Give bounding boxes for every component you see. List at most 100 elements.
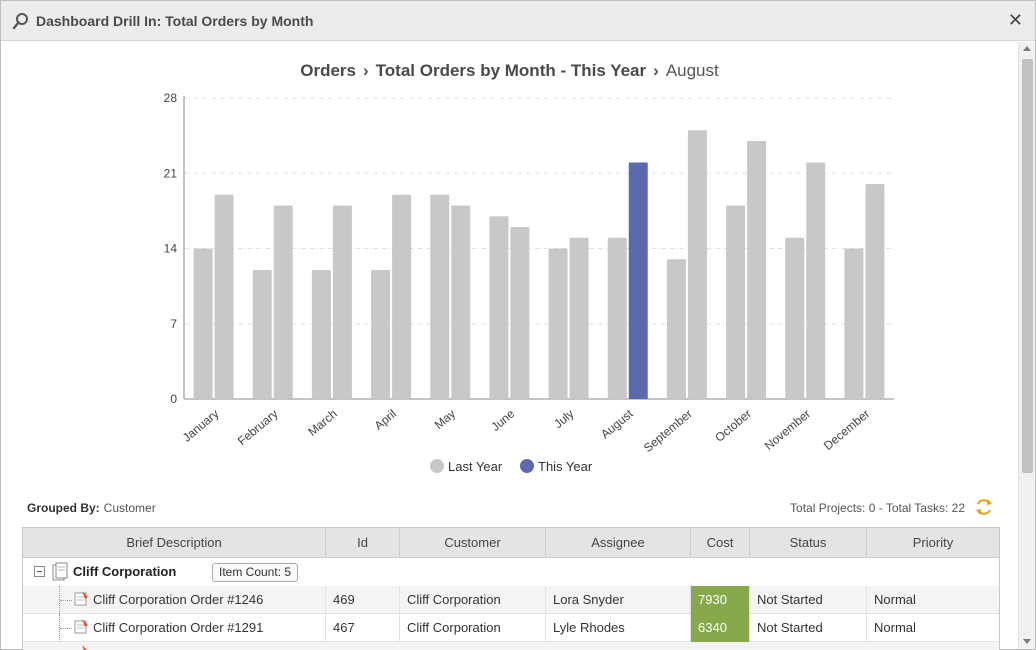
bar-july-last-year[interactable] — [548, 248, 568, 400]
legend-marker — [520, 459, 534, 473]
bar-june-last-year[interactable] — [489, 216, 509, 399]
scroll-up-icon[interactable] — [1023, 46, 1031, 51]
cell-cost: 6340 — [691, 614, 750, 642]
cell-description: Cliff Corporation Order #1246 — [23, 586, 326, 614]
bar-may-last-year[interactable] — [430, 194, 450, 399]
close-icon[interactable]: ✕ — [1007, 10, 1023, 30]
x-tick-label: February — [235, 407, 281, 449]
orders-bar-chart: 0 7 14 21 28 January February March April May June… — [164, 91, 894, 474]
tree-line — [59, 586, 60, 614]
bar-october-last-year[interactable] — [726, 205, 746, 400]
cell-id: 467 — [326, 614, 400, 642]
bar-march-last-year[interactable] — [311, 270, 331, 399]
tree-line — [60, 600, 72, 601]
bar-december-last-year[interactable] — [844, 248, 864, 400]
bar-may-this-year[interactable] — [451, 205, 471, 400]
scroll-thumb[interactable] — [1022, 59, 1033, 473]
legend-label[interactable]: This Year — [538, 459, 593, 474]
bar-april-this-year[interactable] — [392, 194, 412, 399]
column-header-cost[interactable]: Cost — [691, 528, 750, 558]
dialog-title: Dashboard Drill In: Total Orders by Mont… — [36, 13, 314, 29]
legend-label[interactable]: Last Year — [448, 459, 503, 474]
table-row[interactable]: Cliff Corporation Order #1291 467 Cliff … — [23, 614, 999, 642]
grouped-by: Grouped By: Customer — [27, 501, 156, 515]
tree-line — [59, 614, 60, 642]
cell-id: 469 — [326, 586, 400, 614]
table-row[interactable]: Cliff Corporation Order #1246 469 Cliff … — [23, 586, 999, 614]
bar-june-this-year[interactable] — [510, 227, 530, 399]
item-count-value: 5 — [284, 565, 292, 579]
task-icon — [74, 619, 88, 634]
search-icon — [12, 13, 28, 30]
task-icon — [74, 591, 88, 606]
legend-marker — [430, 459, 444, 473]
document-group-icon — [52, 562, 68, 581]
x-tick-label: May — [432, 407, 458, 432]
x-tick-label: October — [712, 407, 754, 445]
cell-cost: 7930 — [691, 586, 750, 614]
column-header-status[interactable]: Status — [750, 528, 867, 558]
breadcrumb-orders[interactable]: Orders — [300, 61, 356, 80]
title-bar: Dashboard Drill In: Total Orders by Mont… — [1, 1, 1035, 41]
y-tick-label: 28 — [164, 91, 178, 105]
scroll-down-icon[interactable] — [1023, 639, 1031, 644]
breadcrumb-total-orders[interactable]: Total Orders by Month - This Year — [375, 61, 647, 80]
task-icon — [82, 645, 87, 650]
group-name: Cliff Corporation — [73, 564, 177, 579]
x-tick-label: June — [488, 406, 517, 434]
row-description[interactable]: Cliff Corporation Order #1246 — [93, 592, 264, 607]
bar-february-last-year[interactable] — [252, 270, 272, 399]
item-count-label: Item Count: — [219, 565, 282, 579]
cell-customer: Cliff Corporation — [400, 586, 546, 614]
bar-january-this-year[interactable] — [214, 194, 234, 399]
bar-april-last-year[interactable] — [371, 270, 391, 399]
cell-assignee: Lora Snyder — [546, 586, 691, 614]
bar-march-this-year[interactable] — [332, 205, 352, 400]
item-count-badge: Item Count: 5 — [212, 563, 299, 582]
bar-january-last-year[interactable] — [193, 248, 213, 400]
column-header-id[interactable]: Id — [326, 528, 400, 558]
y-tick-label: 7 — [170, 317, 177, 331]
x-tick-label: November — [762, 407, 813, 453]
bar-february-this-year[interactable] — [273, 205, 293, 400]
refresh-icon[interactable] — [974, 497, 994, 517]
column-header-brief-description[interactable]: Brief Description — [23, 528, 326, 558]
cell-priority: Normal — [874, 592, 916, 607]
x-tick-label: September — [641, 407, 695, 455]
column-header-assignee[interactable]: Assignee — [546, 528, 691, 558]
y-tick-label: 0 — [170, 392, 177, 406]
cell-status: Not Started — [750, 614, 867, 642]
table-row-partial[interactable] — [23, 642, 999, 650]
y-tick-label: 21 — [164, 166, 178, 180]
bar-november-last-year[interactable] — [785, 237, 805, 399]
cell-assignee: Lyle Rhodes — [546, 614, 691, 642]
x-tick-label: January — [180, 407, 222, 445]
row-description[interactable]: Cliff Corporation Order #1291 — [93, 620, 264, 635]
bar-december-this-year[interactable] — [865, 184, 885, 399]
x-tick-label: April — [372, 407, 399, 433]
tree-line — [60, 628, 72, 629]
x-tick-label: March — [305, 407, 340, 439]
cell-status: Not Started — [750, 586, 867, 614]
bar-july-this-year[interactable] — [569, 237, 589, 399]
breadcrumb: Orders › Total Orders by Month - This Year… — [1, 61, 1018, 81]
column-header-customer[interactable]: Customer — [400, 528, 546, 558]
bar-november-this-year[interactable] — [806, 162, 826, 400]
vertical-scrollbar[interactable] — [1018, 42, 1035, 649]
bar-september-this-year[interactable] — [687, 130, 707, 399]
tasks-grid: Brief Description Id Customer Assignee C… — [22, 527, 1000, 650]
x-tick-label: July — [551, 407, 576, 431]
bar-october-this-year[interactable] — [747, 141, 767, 399]
cell-description: Cliff Corporation Order #1291 — [23, 614, 326, 642]
y-tick-label: 14 — [164, 242, 178, 256]
collapse-icon[interactable] — [34, 566, 45, 577]
column-header-priority[interactable]: Priority — [912, 535, 954, 550]
bar-august-this-year[interactable] — [628, 162, 648, 400]
bar-august-last-year[interactable] — [607, 237, 627, 399]
bar-september-last-year[interactable] — [666, 259, 686, 399]
grouped-by-label: Grouped By: — [27, 501, 100, 515]
totals-summary: Total Projects: 0 - Total Tasks: 22 — [790, 501, 965, 515]
grid-header: Brief Description Id Customer Assignee C… — [23, 528, 999, 558]
group-row-cliff-corporation[interactable]: Cliff Corporation Item Count: 5 — [23, 558, 999, 586]
